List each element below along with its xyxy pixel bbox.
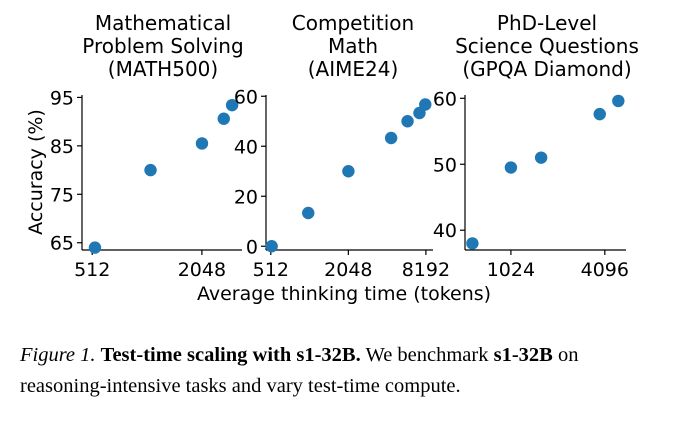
shared-x-axis-label: Average thinking time (tokens) [197,283,491,305]
panel-3-data-point [504,161,518,174]
caption-text-1: We benchmark [365,344,489,366]
panel-2-y-tick-label: 0 [246,236,258,258]
panel-1-x-tick-label: 2048 [178,259,226,281]
figure-panels: Mathematical Problem Solving (MATH500) 65 75… [25,11,639,305]
panel-3-data-point [534,151,548,164]
panel-1-data-point [88,241,102,254]
panel-1-title-line: Mathematical [95,11,231,35]
panel-3-title-line: PhD-Level [497,11,597,35]
panel-3-x-tick-label: 1024 [487,259,535,281]
panel-1-title-line: (MATH500) [108,57,218,81]
panel-2-title-line: Math [328,34,378,58]
panel-2-y-tick-label: 20 [234,186,258,208]
panel-2-x-tick-label: 8192 [402,259,450,281]
panel-2-data-point [401,115,414,128]
panel-3-data-point [593,107,606,121]
panel-1-data-point [195,137,209,150]
panel-2-data-point [265,240,278,253]
panel-2-title-line: (AIME24) [308,57,399,81]
panel-1-y-tick-label: 85 [50,136,74,158]
panel-2-data-point [384,131,398,145]
caption-title: Test-time scaling with s1-32B. [100,344,361,366]
panel-2-data-point [342,165,355,178]
panel-1-x-tick-label: 512 [74,259,110,281]
panel-2-y-tick-label: 40 [234,136,258,158]
panel-2-data-point [419,98,432,111]
panel-1-y-tick-label: 75 [50,184,74,206]
panel-2-data-point [302,206,315,220]
caption-model-name: s1-32B [493,344,553,366]
panel-3-y-tick-label: 60 [433,88,457,110]
panel-2-x-tick-label: 512 [253,259,289,281]
caption-label: Figure 1. [20,344,96,366]
panel-1-data-point [144,163,157,177]
panel-1-title-line: Problem Solving [82,34,243,58]
panel-1-data-point [217,112,230,125]
panel-3-y-tick-label: 50 [433,154,457,176]
panel-2-x-tick-label: 2048 [324,259,372,281]
panel-2-y-tick-label: 60 [234,86,258,108]
panel-3-data-point [612,94,625,108]
caption-text-2: on reasoning-intensive tasks and vary te… [20,344,579,397]
shared-y-axis-label: Accuracy (%) [25,109,47,235]
panel-3-title-line: Science Questions [455,34,639,58]
figure-caption: Figure 1. Test-time scaling with s1-32B.… [20,340,660,402]
panel-1-data-point [225,98,239,112]
panel-3-title-line: (GPQA Diamond) [462,57,631,81]
panel-2-title-line: Competition [292,11,414,35]
panel-3-x-tick-label: 4096 [581,259,629,281]
panel-3-data-point [466,237,479,250]
panel-1-y-tick-label: 95 [50,87,74,109]
panel-3-y-tick-label: 40 [433,220,457,242]
panel-1-y-tick-label: 65 [50,233,74,255]
